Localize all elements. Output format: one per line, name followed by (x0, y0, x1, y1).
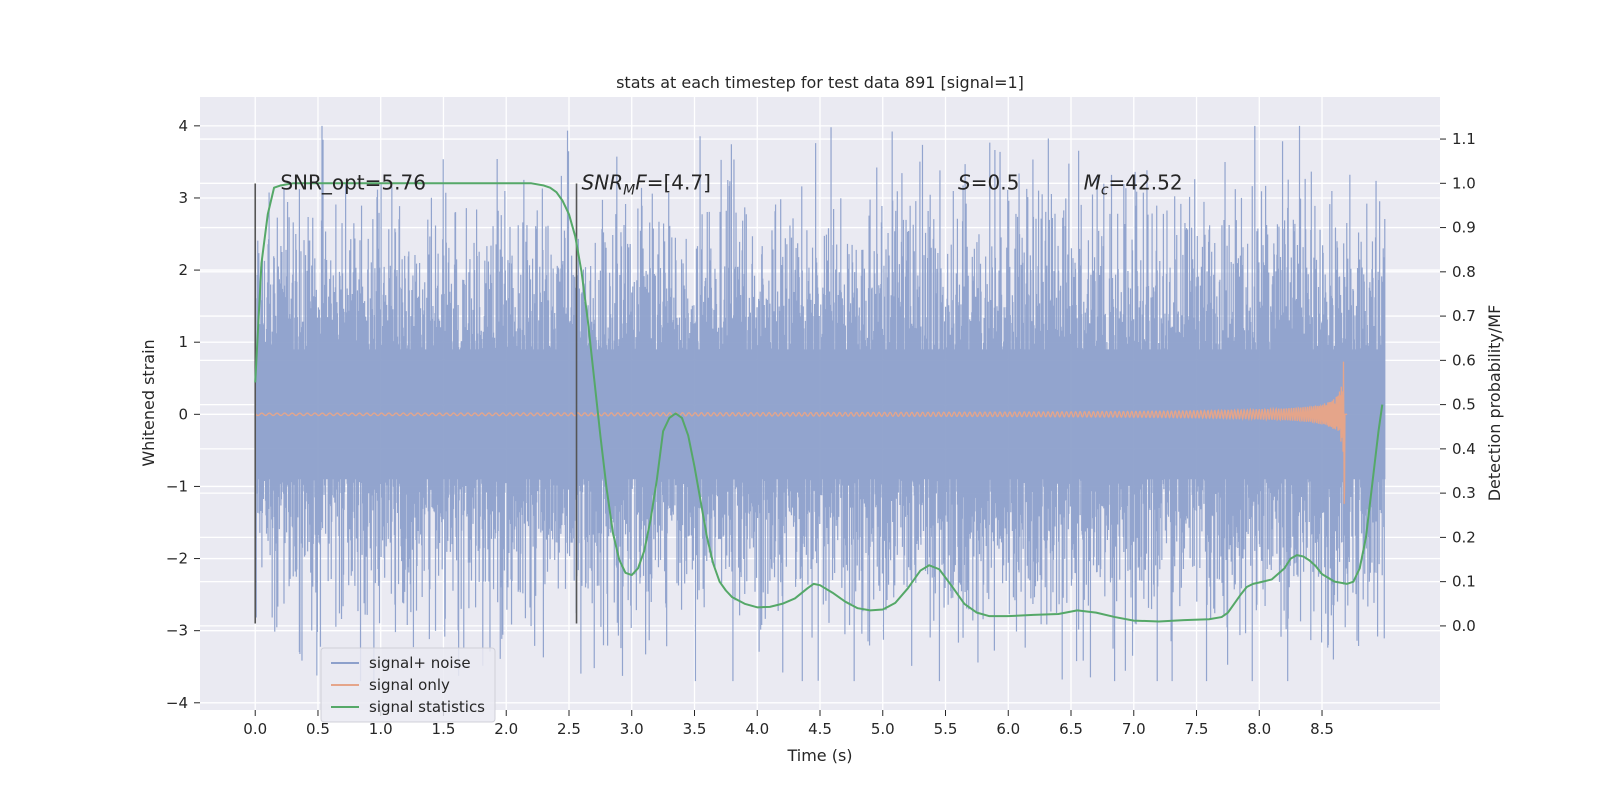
x-tick-label: 8.0 (1247, 720, 1271, 738)
annotation-part: M (1084, 170, 1101, 194)
x-tick-label: 8.5 (1310, 720, 1334, 738)
legend-label-noise: signal+ noise (369, 654, 471, 672)
y2-tick-label: 0.9 (1452, 219, 1476, 237)
annotation-part: =0.5 (971, 170, 1020, 194)
x-tick-label: 6.0 (996, 720, 1020, 738)
y2-tick-label: 0.5 (1452, 396, 1476, 414)
annotation-part: c (1101, 182, 1109, 198)
x-tick-label: 6.5 (1059, 720, 1083, 738)
x-tick-label: 2.5 (557, 720, 581, 738)
signal-series (254, 361, 1348, 504)
x-tick-label: 7.5 (1185, 720, 1209, 738)
y2-tick-label: 0.0 (1452, 617, 1476, 635)
x-tick-label: 5.5 (934, 720, 958, 738)
y-tick-label: −4 (166, 694, 188, 712)
vertical-markers (254, 183, 578, 624)
x-tick-label: 0.5 (306, 720, 330, 738)
legend-label-stats: signal statistics (369, 698, 485, 716)
annotation: Mc=42.52 (1084, 170, 1183, 198)
annotation-part: S (958, 170, 971, 194)
annotation-part: M (623, 182, 635, 198)
x-tick-label: 3.5 (683, 720, 707, 738)
x-tick-label: 4.0 (745, 720, 769, 738)
y2-tick-label: 0.4 (1452, 440, 1476, 458)
y2-tick-label: 1.1 (1452, 130, 1476, 148)
y-tick-label: 2 (178, 261, 188, 279)
annotation: S=0.5 (958, 170, 1019, 194)
x-tick-label: 2.0 (494, 720, 518, 738)
annotations: SNR_opt=5.76 SNRMF=[4.7] S=0.5 Mc=42.52 (280, 170, 1182, 198)
stats-trace (254, 182, 1384, 623)
y2-axis-title: Detection probability/MF (1485, 305, 1504, 502)
y2-tick-label: 1.0 (1452, 174, 1476, 192)
legend-label-signal: signal only (369, 676, 450, 694)
chart-title: stats at each timestep for test data 891… (616, 73, 1024, 92)
annotation-part: =[4.7] (647, 170, 711, 194)
signal-trace (254, 361, 1348, 504)
x-tick-label: 1.0 (369, 720, 393, 738)
y-tick-label: 3 (178, 189, 188, 207)
y-tick-label: −2 (166, 550, 188, 568)
annotation: SNRMF=[4.7] (582, 170, 711, 198)
x-tick-label: 5.0 (871, 720, 895, 738)
y2-tick-label: 0.7 (1452, 307, 1476, 325)
annotation: SNR_opt=5.76 (280, 170, 426, 194)
annotation-part: SNR_opt=5.76 (280, 170, 426, 194)
y2-tick-label: 0.3 (1452, 484, 1476, 502)
x-tick-label: 1.5 (432, 720, 456, 738)
y2-tick-label: 0.2 (1452, 528, 1476, 546)
x-tick-label: 0.0 (243, 720, 267, 738)
y-tick-label: 4 (178, 117, 188, 135)
annotation-part: F (635, 170, 647, 194)
x-tick-label: 7.0 (1122, 720, 1146, 738)
y-tick-label: −1 (166, 477, 188, 495)
axis-ticks: 0.0 0.5 1.0 1.5 2.0 2.5 3.0 3.5 4.0 4.5 5.0 5.5 6.0 6… (166, 117, 1476, 738)
legend-box (320, 647, 496, 723)
y-tick-label: −3 (166, 622, 188, 640)
x-tick-label: 3.0 (620, 720, 644, 738)
annotation-part: SNR (582, 170, 624, 194)
y-axis-title: Whitened strain (139, 339, 158, 466)
y-tick-label: 0 (178, 405, 188, 423)
legend: signal+ noise signal only signal statist… (320, 647, 496, 723)
y2-tick-label: 0.8 (1452, 263, 1476, 281)
annotation-part: =42.52 (1109, 170, 1183, 194)
stats-series (254, 182, 1384, 623)
y-tick-label: 1 (178, 333, 188, 351)
x-tick-label: 4.5 (808, 720, 832, 738)
y2-tick-label: 0.1 (1452, 573, 1476, 591)
y2-tick-label: 0.6 (1452, 351, 1476, 369)
x-axis-title: Time (s) (786, 746, 852, 765)
